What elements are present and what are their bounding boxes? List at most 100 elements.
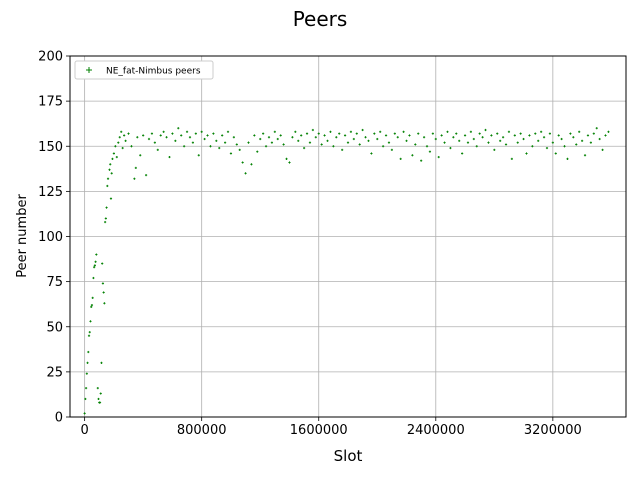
data-point bbox=[183, 145, 186, 148]
x-tick-label: 3200000 bbox=[524, 423, 582, 438]
data-point bbox=[104, 220, 107, 224]
data-point bbox=[431, 132, 434, 135]
data-point bbox=[130, 145, 133, 148]
data-point bbox=[188, 136, 192, 139]
data-point bbox=[463, 134, 467, 137]
data-point bbox=[569, 132, 572, 135]
data-point bbox=[294, 130, 297, 133]
data-point bbox=[382, 145, 385, 148]
data-point bbox=[311, 128, 314, 132]
data-point bbox=[262, 132, 265, 135]
data-point bbox=[185, 130, 189, 133]
data-point bbox=[85, 372, 88, 375]
data-point bbox=[390, 148, 393, 151]
data-point bbox=[595, 127, 598, 130]
data-point bbox=[566, 157, 569, 160]
data-point bbox=[93, 264, 96, 267]
data-point bbox=[522, 137, 525, 141]
data-point bbox=[118, 136, 121, 139]
data-point bbox=[101, 262, 104, 265]
data-point bbox=[267, 136, 271, 139]
data-point bbox=[393, 132, 396, 135]
data-point bbox=[114, 145, 117, 148]
data-point bbox=[282, 143, 285, 146]
data-point bbox=[191, 141, 195, 144]
data-point bbox=[452, 136, 455, 139]
x-axis-label: Slot bbox=[334, 447, 363, 465]
data-point bbox=[87, 350, 90, 354]
data-point bbox=[578, 130, 581, 133]
data-point bbox=[551, 141, 554, 144]
data-point bbox=[417, 132, 420, 135]
data-point bbox=[127, 132, 130, 135]
data-point bbox=[346, 141, 350, 144]
data-point bbox=[528, 134, 531, 137]
data-point bbox=[557, 134, 560, 137]
data-point bbox=[338, 132, 341, 135]
data-point bbox=[317, 132, 320, 135]
data-point bbox=[226, 130, 230, 133]
data-point bbox=[355, 132, 358, 135]
data-point bbox=[139, 154, 142, 157]
data-point bbox=[519, 132, 522, 135]
data-point bbox=[399, 157, 402, 160]
data-point bbox=[288, 161, 291, 164]
data-point bbox=[545, 146, 549, 150]
data-point bbox=[481, 136, 484, 139]
data-point bbox=[106, 184, 109, 188]
data-point bbox=[206, 134, 209, 137]
data-point bbox=[434, 137, 437, 141]
legend-box bbox=[74, 60, 214, 80]
data-point bbox=[466, 141, 470, 144]
data-point bbox=[247, 141, 250, 144]
data-point bbox=[103, 302, 106, 305]
data-point bbox=[540, 130, 543, 133]
data-point bbox=[105, 206, 108, 209]
data-point bbox=[111, 157, 114, 160]
legend: NE_fat-Nimbus peers bbox=[74, 60, 214, 80]
data-point bbox=[314, 136, 317, 139]
data-point bbox=[525, 152, 528, 155]
data-point bbox=[440, 134, 443, 137]
data-point bbox=[484, 128, 487, 132]
data-point bbox=[159, 134, 162, 137]
data-point bbox=[408, 134, 411, 137]
data-point bbox=[531, 145, 534, 148]
data-point bbox=[499, 139, 502, 142]
data-point bbox=[88, 331, 91, 334]
chart-title: Peers bbox=[293, 7, 348, 31]
data-point bbox=[537, 139, 540, 142]
y-tick-label: 25 bbox=[46, 365, 63, 380]
data-point bbox=[487, 141, 490, 144]
x-tick-label: 0 bbox=[80, 423, 88, 438]
data-point bbox=[291, 136, 294, 139]
data-point bbox=[97, 397, 100, 401]
data-point bbox=[117, 141, 120, 144]
data-point bbox=[387, 141, 391, 144]
data-point bbox=[84, 397, 87, 401]
data-point bbox=[91, 296, 94, 299]
data-point bbox=[449, 146, 452, 150]
data-point bbox=[200, 130, 203, 133]
data-point bbox=[94, 260, 97, 263]
data-point bbox=[548, 132, 552, 135]
data-point bbox=[349, 130, 353, 133]
data-point bbox=[142, 134, 145, 137]
data-point bbox=[446, 130, 449, 133]
grid-lines bbox=[70, 55, 626, 418]
data-point bbox=[100, 361, 103, 364]
data-point bbox=[472, 137, 475, 141]
data-point bbox=[112, 152, 115, 155]
data-point bbox=[279, 134, 282, 137]
data-point bbox=[428, 150, 432, 153]
data-point bbox=[150, 132, 154, 135]
data-point bbox=[343, 134, 347, 137]
data-point bbox=[581, 139, 584, 142]
data-point bbox=[405, 139, 408, 142]
data-point bbox=[370, 152, 373, 155]
data-point bbox=[106, 177, 110, 180]
data-point bbox=[253, 134, 256, 137]
data-point bbox=[329, 130, 332, 133]
y-tick-label: 0 bbox=[55, 411, 63, 426]
y-tick-label: 100 bbox=[38, 230, 63, 245]
